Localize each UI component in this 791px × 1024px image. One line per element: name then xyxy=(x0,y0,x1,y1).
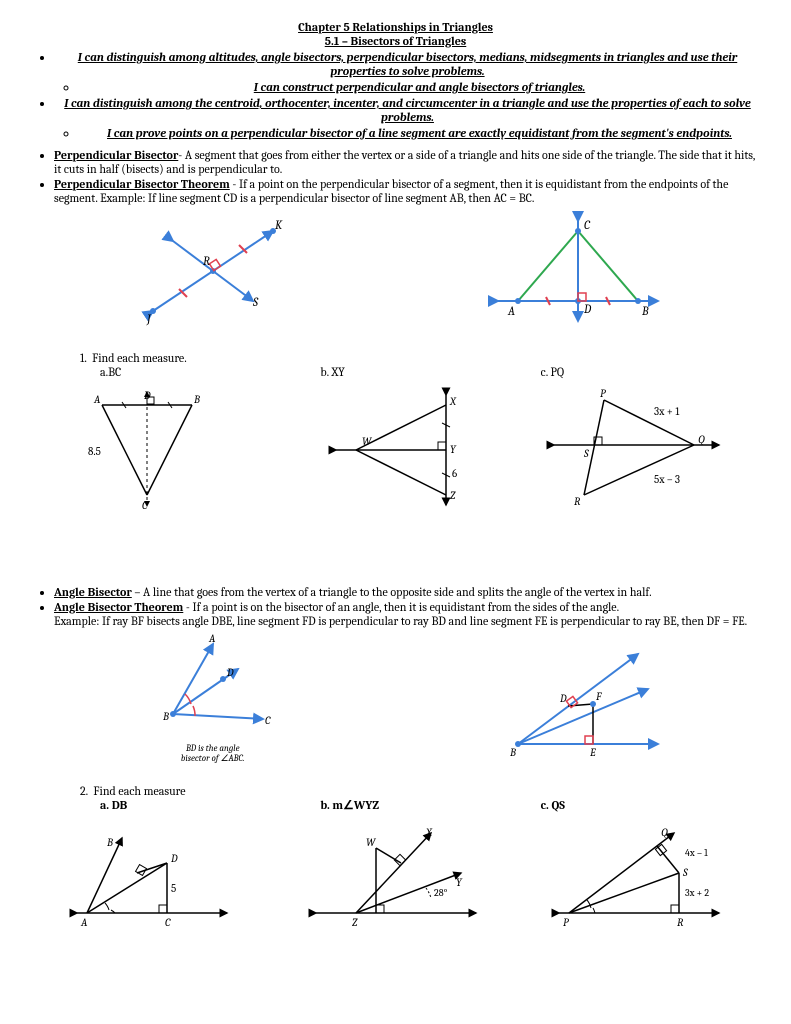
svg-text:P: P xyxy=(563,916,569,928)
svg-text:D: D xyxy=(559,692,567,705)
svg-text:R: R xyxy=(574,495,581,508)
question-1: 1. Find each measure. xyxy=(80,351,761,365)
q1a-figure: A D B C 8.5 xyxy=(82,385,222,515)
svg-text:Z: Z xyxy=(352,916,358,928)
q2b-figure: W X Y Z 28° xyxy=(306,818,486,928)
svg-text:B: B xyxy=(162,710,169,723)
q2c-figure: P Q R S 4x – 1 3x + 2 xyxy=(549,818,729,928)
svg-text:A: A xyxy=(93,393,101,406)
svg-text:D: D xyxy=(143,389,151,402)
svg-text:A: A xyxy=(80,916,88,928)
svg-text:S: S xyxy=(583,447,589,460)
svg-text:X: X xyxy=(425,826,433,839)
svg-text:D: D xyxy=(583,302,592,316)
svg-text:R: R xyxy=(677,916,684,928)
q1c-label: c. PQ xyxy=(541,365,761,379)
svg-text:D: D xyxy=(170,852,178,865)
q1a-label: a.BC xyxy=(100,365,320,379)
svg-text:3x + 1: 3x + 1 xyxy=(654,405,680,418)
svg-text:4x – 1: 4x – 1 xyxy=(685,847,708,859)
svg-text:K: K xyxy=(275,218,283,232)
svg-text:S: S xyxy=(682,866,688,879)
ab-diagrams: A B C D BD is the anglebisector of ∠ABC.… xyxy=(30,634,761,764)
svg-text:Z: Z xyxy=(450,489,456,502)
q2-figures: A B C D 5 W X Y Z 28° xyxy=(30,818,761,928)
svg-text:W: W xyxy=(366,836,377,849)
q2c-label: c. QS xyxy=(541,798,761,812)
def-pbt: Perpendicular Bisector Theorem - If a po… xyxy=(54,177,761,205)
definitions: Perpendicular Bisector- A segment that g… xyxy=(30,148,761,205)
def-ab: Angle Bisector – A line that goes from t… xyxy=(54,585,761,599)
question-2: 2. Find each measure xyxy=(80,784,761,798)
svg-text:Q: Q xyxy=(698,433,705,446)
svg-text:Y: Y xyxy=(456,876,463,889)
ab-diagram-1: A B C D xyxy=(143,634,283,744)
objective: I can construct perpendicular and angle … xyxy=(254,80,585,94)
svg-text:5x – 3: 5x – 3 xyxy=(654,473,680,486)
objective: I can prove points on a perpendicular bi… xyxy=(107,126,732,140)
pb-diagram-2: A B C D xyxy=(478,211,678,331)
svg-text:B: B xyxy=(193,393,200,406)
section-title: 5.1 – Bisectors of Triangles xyxy=(30,34,761,48)
svg-text:C: C xyxy=(165,916,171,928)
svg-text:5: 5 xyxy=(171,882,176,895)
svg-text:F: F xyxy=(595,690,602,703)
objective: I can distinguish among altitudes, angle… xyxy=(78,50,737,78)
svg-text:8.5: 8.5 xyxy=(88,445,101,458)
svg-text:P: P xyxy=(600,387,606,400)
svg-text:C: C xyxy=(265,714,271,727)
objective: I can distinguish among the centroid, or… xyxy=(64,96,751,124)
q1b-figure: X Y Z W 6 xyxy=(316,385,476,515)
def-abt: Angle Bisector Theorem - If a point is o… xyxy=(54,600,761,628)
svg-text:C: C xyxy=(142,499,148,512)
svg-text:B: B xyxy=(641,304,649,318)
svg-text:B: B xyxy=(509,746,516,759)
svg-text:Y: Y xyxy=(450,443,457,456)
svg-text:Q: Q xyxy=(661,826,668,839)
ab-diagram-2: B D F E xyxy=(488,634,668,764)
svg-text:C: C xyxy=(584,218,591,232)
ab-definitions: Angle Bisector – A line that goes from t… xyxy=(30,585,761,628)
q1-figures: A D B C 8.5 X Y Z W 6 xyxy=(30,385,761,515)
chapter-text: Chapter 5 Relationships in Triangles xyxy=(298,20,493,34)
svg-text:A: A xyxy=(507,304,515,318)
ab-caption: BD is the anglebisector of ∠ABC. xyxy=(30,744,396,764)
svg-text:28°: 28° xyxy=(434,887,448,899)
svg-text:J: J xyxy=(146,312,152,326)
pb-diagrams: J K R S A B C D xyxy=(30,211,761,331)
svg-text:B: B xyxy=(106,836,113,849)
q2-labels: a. DB b. m∠WYZ c. QS xyxy=(100,798,761,812)
q1-labels: a.BC b. XY c. PQ xyxy=(100,365,761,379)
svg-text:6: 6 xyxy=(452,467,457,480)
q1c-figure: P Q R S 3x + 1 5x – 3 xyxy=(544,385,734,515)
objectives-list: I can distinguish among altitudes, angle… xyxy=(30,50,761,140)
svg-text:X: X xyxy=(449,395,457,408)
svg-text:E: E xyxy=(589,746,596,759)
q1b-label: b. XY xyxy=(320,365,540,379)
q2a-figure: A B C D 5 xyxy=(67,818,237,928)
pb-diagram-1: J K R S xyxy=(123,211,303,331)
section-text: 5.1 – Bisectors of Triangles xyxy=(325,34,467,48)
svg-text:3x + 2: 3x + 2 xyxy=(685,887,709,899)
chapter-title: Chapter 5 Relationships in Triangles xyxy=(30,20,761,34)
svg-text:R: R xyxy=(203,254,210,268)
q2a-label: a. DB xyxy=(100,798,320,812)
svg-text:D: D xyxy=(226,666,234,679)
def-pb: Perpendicular Bisector- A segment that g… xyxy=(54,148,761,176)
q2b-label: b. m∠WYZ xyxy=(320,798,540,812)
svg-text:A: A xyxy=(208,634,216,645)
svg-text:S: S xyxy=(252,295,259,309)
